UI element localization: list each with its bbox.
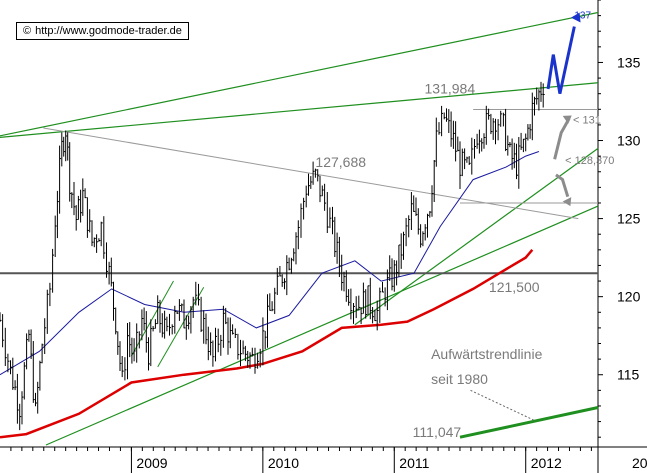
copyright-watermark: © http://www.godmode-trader.de [16,22,189,40]
label-128370: < 128,370 [565,155,614,167]
label-target: 137 [574,11,591,22]
label-trendline-note: Aufwärtstrendlinie [431,346,542,362]
long-uptrend-line [45,205,599,446]
price-series [0,81,545,439]
y-tick-label: 135 [617,54,641,70]
label-127688: 127,688 [315,154,366,170]
chart-labels: 137 131,984 < 131 < 128,370 127,688 121,500 11… [315,11,614,440]
secular-uptrend-line [459,406,599,439]
resistance-trend-line [0,82,599,139]
label-131984: 131,984 [425,81,476,97]
annotation-pointer [470,389,534,421]
x-tick-label: 2009 [136,455,167,471]
label-131: < 131 [573,114,601,126]
flag-line-upper [130,280,174,357]
scenario-arrows [546,12,581,207]
x-tick-label: 2011 [399,455,429,471]
x-tick-label: 2010 [268,455,299,471]
upper-channel-line [0,11,599,137]
lower-channel-line [354,147,599,326]
y-tick-label: 125 [617,211,641,227]
scenario-arrow-down-head [562,197,572,207]
scenario-arrow-up-head [562,115,572,124]
y-tick-label: 130 [617,133,641,149]
y-tick-label: 120 [617,289,641,305]
scenario-arrow-down [555,173,570,198]
copyright-icon: © [23,25,32,37]
label-111047: 111,047 [413,424,462,440]
label-121500: 121,500 [489,279,540,295]
x-axis: 2009 2010 2011 2012 20 [10,447,647,473]
x-tick-label: 20 [632,455,647,471]
label-trendline-since: seit 1980 [431,371,488,387]
watermark-url: http://www.godmode-trader.de [35,25,182,37]
y-axis: 115 120 125 130 135 [598,0,641,438]
x-tick-label: 2012 [531,455,562,471]
target-arrow [546,26,576,94]
scenario-arrow-up [553,117,571,160]
moving-average-50 [0,151,540,376]
y-tick-label: 115 [617,367,640,383]
target-arrow-head [570,12,581,23]
moving-average-200 [0,248,534,439]
falling-resistance-line [43,127,579,220]
